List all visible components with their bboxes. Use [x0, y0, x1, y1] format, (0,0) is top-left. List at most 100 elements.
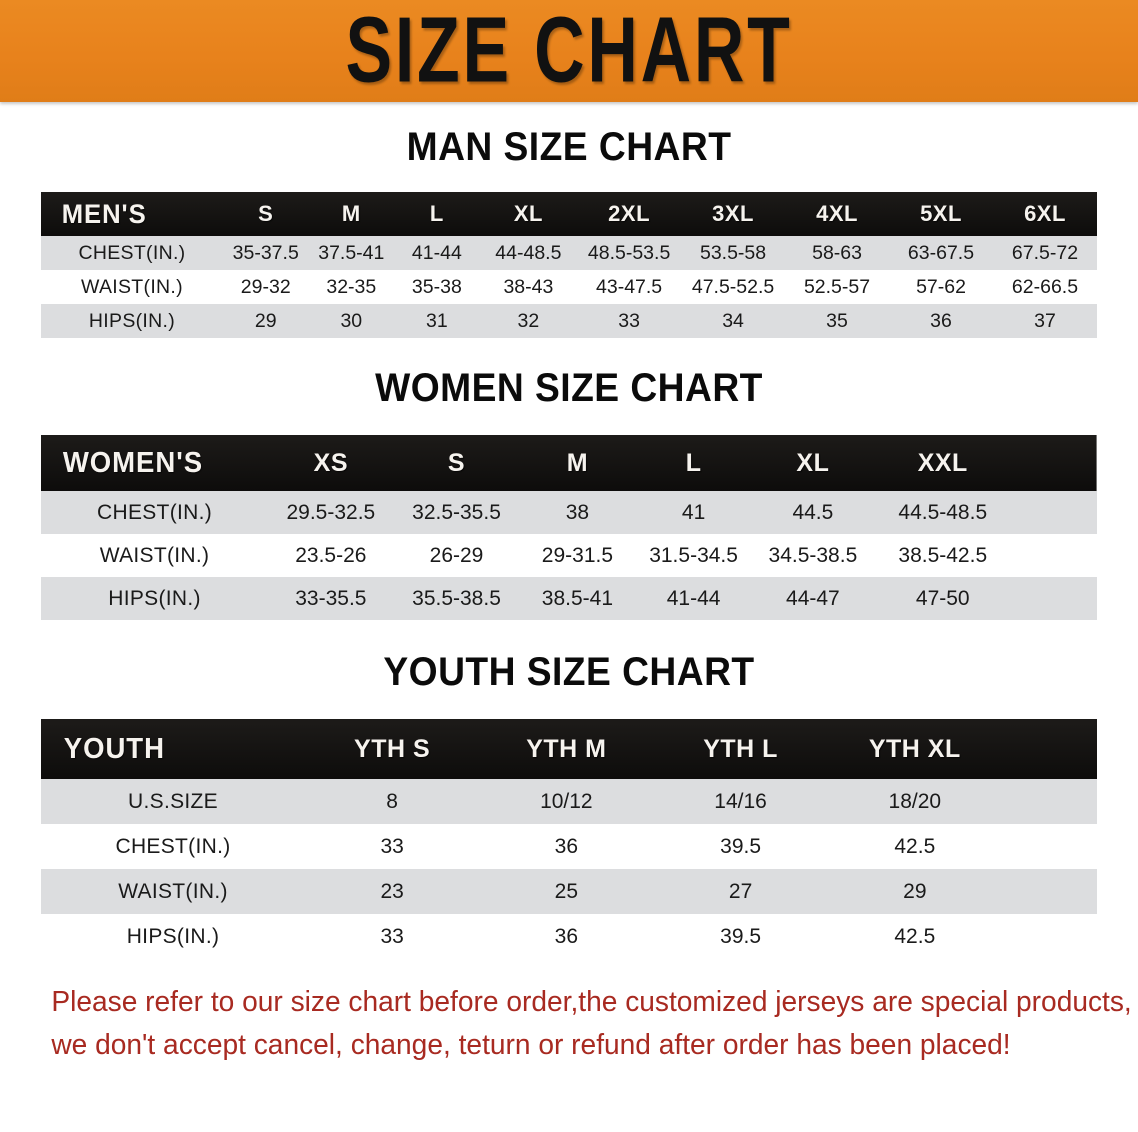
- man-size-table-wrapper: MEN'S S M L XL 2XL 3XL 4XL 5XL 6XL CHEST…: [41, 192, 1097, 338]
- table-row: U.S.SIZE 8 10/12 14/16 18/20: [41, 779, 1097, 824]
- man-waist-m: 32-35: [326, 275, 377, 298]
- youth-hips-yth-m: 36: [554, 924, 579, 948]
- man-chest-3xl: 53.5-58: [699, 241, 767, 264]
- man-hips-5xl: 36: [930, 309, 952, 332]
- youth-ussize-empty: [1002, 779, 1097, 824]
- youth-hips-yth-s: 33: [380, 924, 404, 948]
- man-size-header-5xl: 5XL: [920, 201, 962, 226]
- man-size-header-m: M: [341, 201, 361, 226]
- youth-row-label-us-size: U.S.SIZE: [128, 789, 218, 813]
- youth-hips-empty: [1002, 914, 1097, 959]
- youth-waist-yth-s: 23: [380, 879, 404, 903]
- man-chest-l: 41-44: [411, 241, 462, 264]
- youth-chest-empty: [1002, 824, 1097, 869]
- man-chest-2xl: 48.5-53.5: [587, 241, 671, 264]
- man-row-label-waist: WAIST(IN.): [81, 275, 183, 298]
- man-hips-6xl: 37: [1034, 309, 1056, 332]
- women-hips-s: 35.5-38.5: [412, 586, 501, 610]
- man-waist-2xl: 43-47.5: [596, 275, 663, 298]
- disclaimer-text: Please refer to our size chart before or…: [30, 981, 1131, 1067]
- man-chest-xl: 44-48.5: [495, 241, 562, 264]
- man-hips-4xl: 35: [826, 309, 848, 332]
- women-chest-l: 41: [681, 500, 706, 524]
- youth-size-table: YOUTH YTH S YTH M YTH L YTH XL U.S.SIZE …: [41, 719, 1097, 959]
- man-size-header-2xl: 2XL: [608, 201, 651, 226]
- women-chest-m: 38: [565, 500, 590, 524]
- women-size-header-m: M: [566, 448, 589, 477]
- youth-chest-yth-s: 33: [380, 834, 404, 858]
- man-hips-3xl: 34: [722, 309, 744, 332]
- women-waist-empty: [1011, 534, 1097, 577]
- youth-size-header-yth-xl: YTH XL: [868, 734, 961, 763]
- women-waist-l: 31.5-34.5: [649, 543, 738, 567]
- table-row: CHEST(IN.) 29.5-32.5 32.5-35.5 38 41 44.…: [41, 491, 1097, 534]
- women-row-label-waist: WAIST(IN.): [99, 543, 210, 567]
- table-row: HIPS(IN.) 33 36 39.5 42.5: [41, 914, 1097, 959]
- youth-waist-yth-xl: 29: [903, 879, 927, 903]
- women-hips-xxl: 47-50: [915, 586, 970, 610]
- women-size-header-xxl: XXL: [917, 448, 968, 477]
- youth-waist-empty: [1002, 869, 1097, 914]
- man-hips-2xl: 33: [618, 309, 640, 332]
- youth-ussize-yth-xl: 18/20: [888, 789, 942, 813]
- youth-row-label-waist: WAIST(IN.): [118, 879, 228, 903]
- man-waist-xl: 38-43: [503, 275, 554, 298]
- man-size-header-l: L: [429, 201, 444, 226]
- man-size-table: MEN'S S M L XL 2XL 3XL 4XL 5XL 6XL CHEST…: [41, 192, 1097, 338]
- man-waist-s: 29-32: [240, 275, 291, 298]
- man-row-label-chest: CHEST(IN.): [78, 241, 186, 264]
- youth-size-header-empty: [1002, 719, 1097, 779]
- women-hips-m: 38.5-41: [541, 586, 614, 610]
- women-waist-m: 29-31.5: [541, 543, 614, 567]
- man-size-header-s: S: [258, 201, 274, 226]
- man-chest-5xl: 63-67.5: [907, 241, 975, 264]
- women-waist-xxl: 38.5-42.5: [898, 543, 988, 567]
- youth-chest-yth-l: 39.5: [720, 834, 762, 858]
- man-hips-l: 31: [426, 309, 448, 332]
- women-header-label: WOMEN'S: [62, 446, 204, 479]
- table-row: CHEST(IN.) 35-37.5 37.5-41 41-44 44-48.5…: [41, 236, 1097, 270]
- women-hips-empty: [1011, 577, 1097, 620]
- man-waist-l: 35-38: [411, 275, 462, 298]
- man-hips-m: 30: [340, 309, 363, 332]
- man-chest-6xl: 67.5-72: [1011, 241, 1079, 264]
- man-size-header-6xl: 6XL: [1024, 201, 1066, 226]
- page-title: SIZE CHART: [345, 0, 793, 103]
- women-waist-xs: 23.5-26: [295, 543, 367, 567]
- man-chest-4xl: 58-63: [812, 241, 862, 264]
- man-hips-xl: 32: [517, 309, 540, 332]
- women-chest-xxl: 44.5-48.5: [898, 500, 988, 524]
- man-row-label-hips: HIPS(IN.): [88, 309, 176, 332]
- table-row: CHEST(IN.) 33 36 39.5 42.5: [41, 824, 1097, 869]
- youth-ussize-yth-s: 8: [386, 789, 398, 813]
- women-section-title: WOMEN SIZE CHART: [375, 366, 763, 410]
- women-hips-l: 41-44: [666, 586, 721, 610]
- youth-size-header-yth-l: YTH L: [703, 734, 778, 763]
- women-size-header-s: S: [447, 448, 466, 477]
- man-size-header-xl: XL: [513, 201, 543, 226]
- women-size-table-wrapper: WOMEN'S XS S M L XL XXL CHEST(IN.) 29.5-…: [41, 435, 1097, 620]
- man-waist-4xl: 52.5-57: [803, 275, 871, 298]
- man-waist-3xl: 47.5-52.5: [691, 275, 775, 298]
- man-size-header-4xl: 4XL: [816, 201, 858, 226]
- women-chest-xl: 44.5: [792, 500, 834, 524]
- youth-header-label: YOUTH: [63, 732, 165, 765]
- women-row-label-hips: HIPS(IN.): [108, 586, 201, 610]
- man-header-label: MEN'S: [61, 198, 147, 229]
- man-hips-s: 29: [254, 309, 277, 332]
- youth-row-label-chest: CHEST(IN.): [115, 834, 231, 858]
- youth-row-label-hips: HIPS(IN.): [126, 924, 220, 948]
- man-chest-m: 37.5-41: [318, 241, 385, 264]
- youth-ussize-yth-l: 14/16: [714, 789, 767, 813]
- youth-waist-yth-m: 25: [554, 879, 579, 903]
- youth-waist-yth-l: 27: [728, 879, 753, 903]
- women-waist-s: 26-29: [429, 543, 484, 567]
- women-hips-xs: 33-35.5: [295, 586, 367, 610]
- women-size-header-xl: XL: [796, 448, 830, 477]
- youth-size-table-wrapper: YOUTH YTH S YTH M YTH L YTH XL U.S.SIZE …: [41, 719, 1097, 959]
- table-row: HIPS(IN.) 29 30 31 32 33 34 35 36 37: [41, 304, 1097, 338]
- youth-table-header-row: YOUTH YTH S YTH M YTH L YTH XL: [41, 719, 1097, 779]
- youth-size-header-yth-s: YTH S: [354, 734, 431, 763]
- youth-hips-yth-xl: 42.5: [894, 924, 936, 948]
- women-waist-xl: 34.5-38.5: [768, 543, 858, 567]
